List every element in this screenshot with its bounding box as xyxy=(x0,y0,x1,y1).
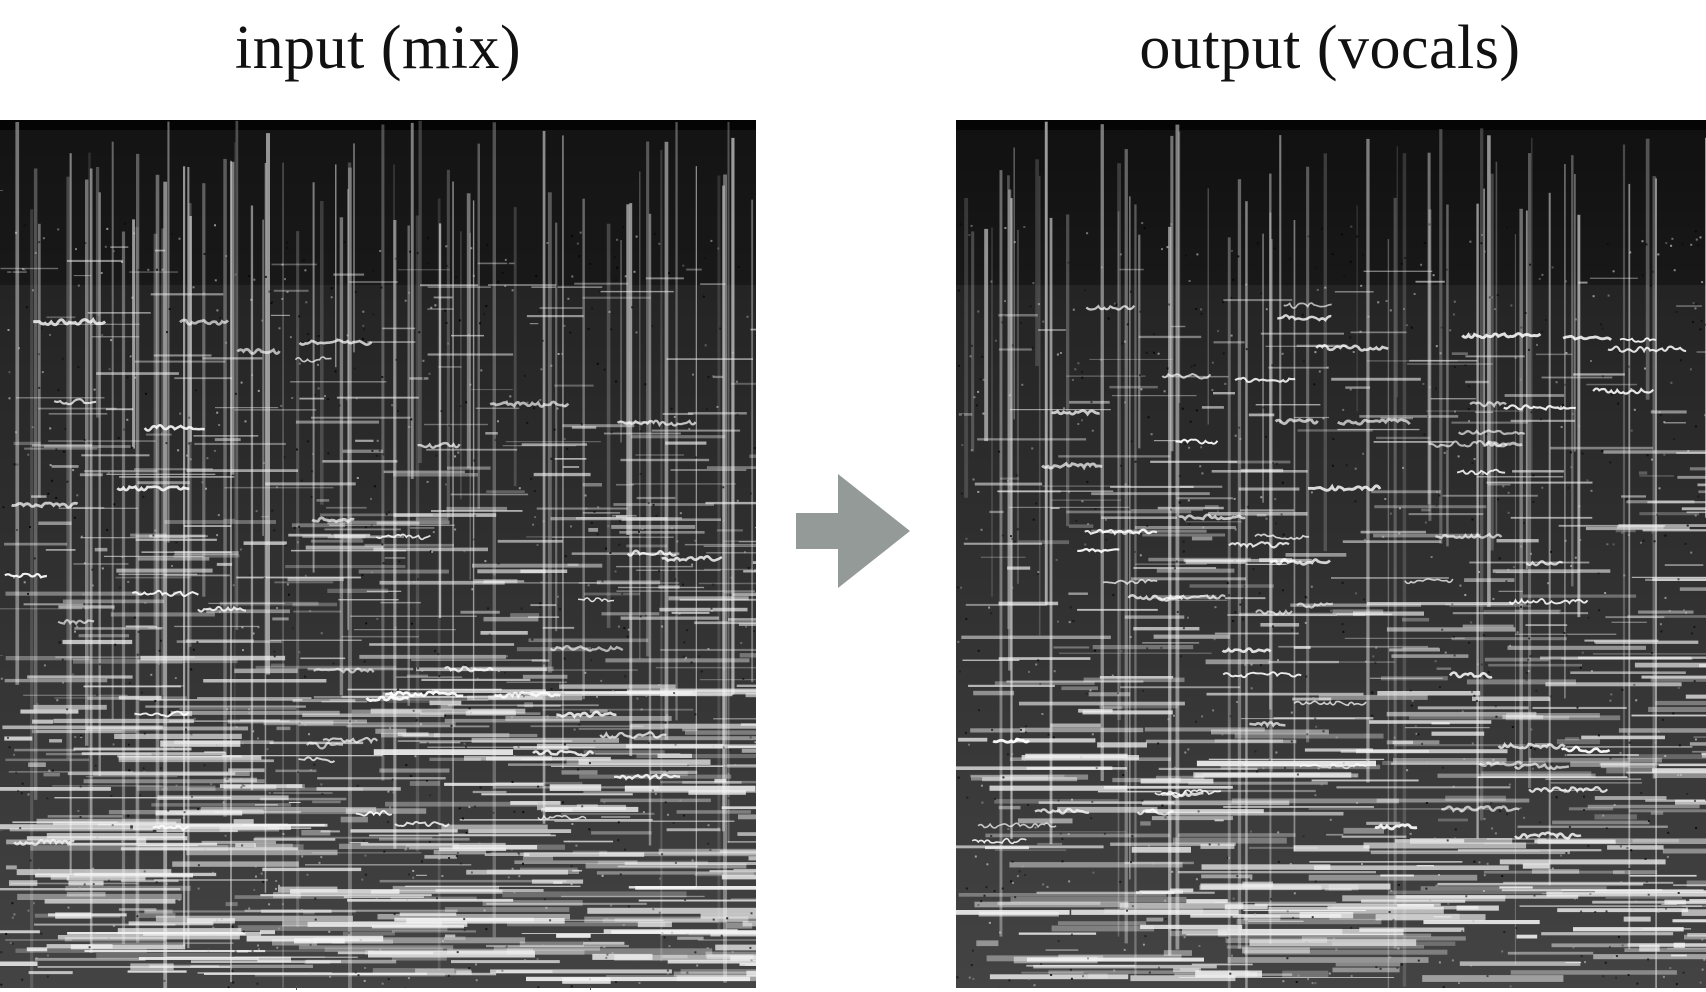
axis-tick xyxy=(0,190,3,191)
input-mix-spectrogram xyxy=(0,120,756,988)
axis-tick xyxy=(0,830,3,831)
axis-tick xyxy=(0,655,3,656)
input-panel-title: input (mix) xyxy=(234,14,522,82)
output-panel-title: output (vocals) xyxy=(1139,14,1521,82)
output-vocals-spectrogram xyxy=(956,120,1706,988)
arrow-shape xyxy=(796,474,910,588)
axis-tick xyxy=(296,986,297,990)
right-arrow-icon xyxy=(796,474,910,588)
axis-tick xyxy=(590,986,591,990)
